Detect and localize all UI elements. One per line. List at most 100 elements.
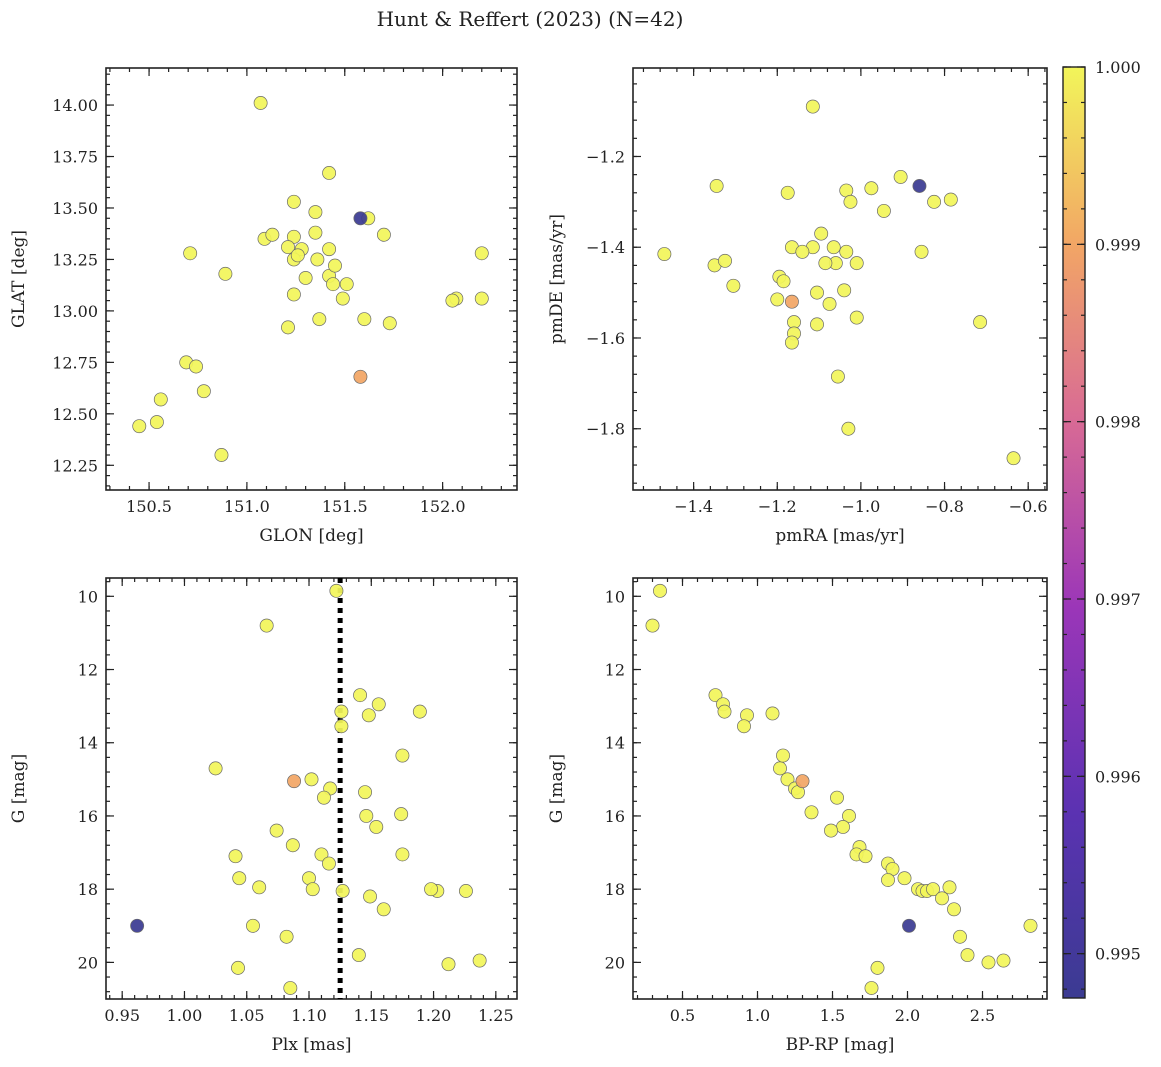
x-tick-label: 150.5 bbox=[126, 497, 172, 516]
data-point bbox=[358, 785, 373, 800]
data-point bbox=[737, 719, 751, 734]
data-point bbox=[836, 819, 850, 834]
data-point bbox=[818, 256, 833, 271]
axes-frame bbox=[105, 67, 518, 491]
y-tick-label: 14.00 bbox=[52, 96, 98, 115]
data-point bbox=[394, 807, 409, 822]
data-point bbox=[943, 192, 958, 207]
data-point bbox=[981, 955, 996, 970]
data-point bbox=[312, 312, 327, 327]
colorbar-tick-label: 0.998 bbox=[1095, 413, 1141, 432]
data-point bbox=[322, 242, 337, 257]
data-point bbox=[726, 278, 741, 293]
data-point bbox=[228, 849, 243, 864]
colorbar-tick-label: 0.997 bbox=[1095, 590, 1141, 609]
data-point bbox=[321, 856, 336, 871]
y-tick-label: −1.8 bbox=[586, 420, 625, 439]
y-tick-label: 18 bbox=[605, 880, 625, 899]
data-point bbox=[208, 761, 223, 776]
data-point bbox=[196, 384, 211, 399]
y-tick-label: 12 bbox=[605, 661, 625, 680]
data-point bbox=[232, 871, 247, 886]
data-point bbox=[810, 285, 824, 300]
data-point bbox=[843, 194, 858, 209]
data-point bbox=[149, 415, 164, 430]
data-point bbox=[305, 882, 320, 897]
x-tick-label: 1.0 bbox=[745, 1006, 770, 1025]
y-axis-label: pmDE [mas/yr] bbox=[547, 214, 567, 344]
data-point bbox=[281, 320, 295, 335]
data-point bbox=[308, 225, 323, 240]
data-point bbox=[395, 847, 410, 862]
data-point bbox=[897, 871, 912, 886]
x-axis-label: GLON [deg] bbox=[259, 526, 363, 546]
data-point bbox=[841, 421, 856, 436]
panel-plx-g: 0.95 1.00 1.05 1.10 1.15 1.20 1.25 10 12 14 16 18 20… bbox=[9, 577, 518, 1055]
data-point bbox=[870, 960, 885, 975]
data-point bbox=[382, 316, 397, 331]
axes-frame bbox=[632, 67, 1048, 491]
x-tick-label: 151.5 bbox=[322, 497, 368, 516]
axes-frame bbox=[632, 577, 1048, 1000]
y-tick-label: 14 bbox=[605, 734, 625, 753]
data-point bbox=[424, 882, 439, 897]
data-point bbox=[339, 277, 354, 292]
y-tick-label: 12 bbox=[78, 661, 98, 680]
data-point bbox=[253, 96, 268, 110]
data-point bbox=[259, 618, 274, 633]
data-point bbox=[830, 790, 844, 805]
x-tick-label: 1.15 bbox=[353, 1006, 389, 1025]
data-point bbox=[218, 266, 233, 281]
y-tick-label: 10 bbox=[78, 587, 98, 606]
data-point bbox=[927, 194, 942, 209]
data-point bbox=[328, 258, 342, 273]
x-tick-label: 1.20 bbox=[416, 1006, 452, 1025]
y-tick-label: 20 bbox=[78, 953, 98, 972]
data-point bbox=[353, 211, 368, 226]
data-point bbox=[363, 889, 377, 904]
data-point bbox=[353, 369, 368, 384]
data-point bbox=[395, 748, 410, 763]
data-point bbox=[441, 957, 456, 972]
data-point bbox=[805, 99, 820, 114]
data-point bbox=[814, 226, 829, 241]
data-point bbox=[942, 880, 957, 895]
data-point bbox=[246, 918, 260, 933]
y-tick-label: 16 bbox=[78, 807, 98, 826]
data-point bbox=[334, 719, 349, 734]
x-tick-label: 2.5 bbox=[970, 1006, 995, 1025]
data-point bbox=[269, 823, 284, 838]
data-point bbox=[329, 583, 344, 598]
x-tick-label: 1.5 bbox=[820, 1006, 845, 1025]
data-point bbox=[132, 419, 147, 434]
data-point bbox=[902, 918, 916, 933]
data-point bbox=[926, 882, 940, 897]
data-point bbox=[822, 297, 837, 311]
data-point bbox=[804, 805, 819, 820]
data-point bbox=[826, 240, 841, 255]
data-point bbox=[317, 790, 331, 805]
data-point bbox=[912, 179, 927, 193]
y-axis-label: GLAT [deg] bbox=[9, 230, 29, 328]
x-axis-label: BP-RP [mag] bbox=[786, 1035, 895, 1055]
colorbar-tick-label: 0.996 bbox=[1095, 767, 1141, 786]
data-point bbox=[839, 244, 854, 259]
y-tick-label: 13.25 bbox=[52, 250, 98, 269]
data-point bbox=[265, 227, 280, 242]
data-point bbox=[357, 312, 372, 327]
data-point bbox=[376, 227, 391, 242]
x-tick-label: 1.00 bbox=[167, 1006, 203, 1025]
y-axis-label: G [mag] bbox=[9, 754, 29, 823]
panel-bprp-g: 0.5 1.0 1.5 2.0 2.5 10 12 14 16 18 20 BP-RP [mag] G … bbox=[547, 577, 1048, 1055]
data-point bbox=[953, 929, 967, 944]
data-point bbox=[765, 706, 780, 721]
data-point bbox=[709, 179, 724, 193]
data-point bbox=[858, 849, 873, 864]
data-point bbox=[286, 194, 301, 209]
data-point bbox=[304, 772, 319, 787]
data-point bbox=[795, 244, 810, 259]
x-axis-label: pmRA [mas/yr] bbox=[775, 526, 904, 546]
data-point bbox=[376, 902, 391, 917]
colorbar-tick-label: 0.999 bbox=[1095, 235, 1141, 254]
data-point bbox=[1006, 451, 1021, 466]
